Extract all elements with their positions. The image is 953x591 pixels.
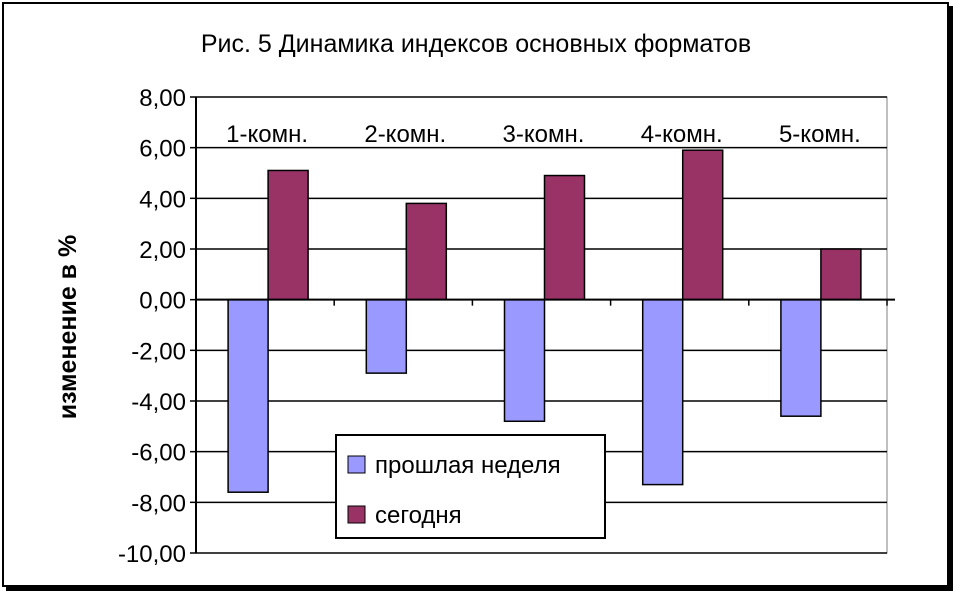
y-tick-label: 8,00 <box>139 85 186 112</box>
legend-label-today: сегодня <box>375 502 462 529</box>
bar-last-week <box>780 298 822 417</box>
y-tick-label: -4,00 <box>131 389 186 416</box>
bar-last-week <box>503 298 546 423</box>
y-tick-label: -6,00 <box>131 440 186 467</box>
y-tick-label: -2,00 <box>131 338 186 365</box>
legend-label-last-week: прошлая неделя <box>375 452 561 479</box>
category-label: 5-комн. <box>779 121 861 148</box>
category-label: 2-комн. <box>364 121 446 148</box>
legend-box <box>335 434 606 539</box>
bar-last-week <box>365 298 408 374</box>
bar-today <box>681 149 724 301</box>
bar-today <box>267 169 309 301</box>
y-tick-label: -8,00 <box>131 490 186 517</box>
bar-last-week <box>227 298 269 493</box>
bar-today <box>820 248 862 301</box>
bar-last-week <box>641 298 684 486</box>
chart-title: Рис. 5 Динамика индексов основных формат… <box>201 30 751 58</box>
y-tick-label: 2,00 <box>139 237 186 264</box>
y-tick-label: 6,00 <box>139 136 186 163</box>
legend-swatch-last-week <box>347 455 366 474</box>
chart: Рис. 5 Динамика индексов основных формат… <box>54 30 895 568</box>
y-tick-label: 0,00 <box>139 288 186 315</box>
category-label: 4-комн. <box>641 121 723 148</box>
category-label: 3-комн. <box>503 121 585 148</box>
y-tick-label: -10,00 <box>118 541 186 568</box>
y-axis-label: изменение в % <box>54 235 82 419</box>
legend-swatch-today <box>347 505 366 524</box>
bar-today <box>543 174 586 301</box>
legend: прошлая неделя сегодня <box>335 434 606 539</box>
y-tick-label: 4,00 <box>139 186 186 213</box>
bar-today <box>405 202 448 301</box>
category-label: 1-комн. <box>226 121 308 148</box>
